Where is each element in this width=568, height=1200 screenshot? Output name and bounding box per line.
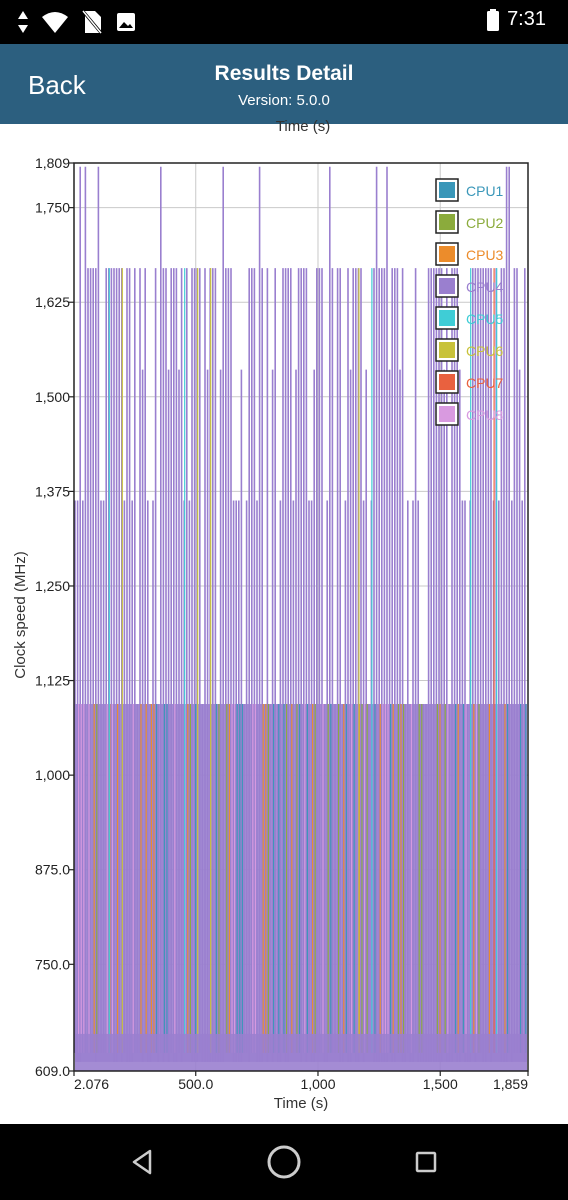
nav-recents-button[interactable] xyxy=(408,1144,444,1180)
nav-home-button[interactable] xyxy=(266,1144,302,1180)
app-bar: Back Results Detail Version: 5.0.0 xyxy=(0,44,568,124)
y-tick-label: 1,000 xyxy=(35,767,70,783)
battery-icon xyxy=(487,8,500,31)
legend-swatch xyxy=(439,342,455,358)
previous-chart-x-axis-title: Time (s) xyxy=(275,118,331,135)
legend-swatch xyxy=(439,310,455,326)
y-tick-label: 1,750 xyxy=(35,200,70,216)
cpu4-low-band xyxy=(75,1033,527,1062)
status-icons-right: 7:31 xyxy=(487,8,546,31)
y-axis-title: Clock speed (MHz) xyxy=(12,551,29,679)
y-tick-label: 1,809 xyxy=(35,155,70,171)
status-icons-left xyxy=(18,10,136,34)
legend: CPU1 CPU2 CPU3 CPU4 CPU5 CPU6 CPU7 CPU8 xyxy=(435,178,504,426)
legend-label: CPU7 xyxy=(466,375,504,391)
y-tick-label: 1,250 xyxy=(35,578,70,594)
navigation-bar xyxy=(0,1124,568,1200)
y-tick-label: 609.0 xyxy=(35,1063,70,1079)
x-tick-label: 2.076 xyxy=(74,1076,109,1092)
status-bar: 7:31 xyxy=(0,0,568,44)
y-tick-label: 750.0 xyxy=(35,956,70,972)
page-title: Results Detail xyxy=(214,62,354,85)
legend-swatch xyxy=(439,182,455,198)
y-tick-label: 1,125 xyxy=(35,673,70,689)
x-tick-label: 1,500 xyxy=(423,1076,458,1092)
x-axis-ticks: 2.076 500.0 1,000 1,500 1,859 xyxy=(73,1071,529,1092)
status-time: 7:31 xyxy=(507,8,546,30)
legend-label: CPU2 xyxy=(466,215,504,231)
data-arrows-icon xyxy=(18,11,28,33)
no-sim-icon xyxy=(82,10,102,34)
legend-label: CPU3 xyxy=(466,247,504,263)
clock-speed-chart: 609.0 750.0 875.0 1,000 1,125 1,250 1,375 1,500… xyxy=(12,155,529,1112)
x-tick-label: 500.0 xyxy=(178,1076,213,1092)
y-axis-ticks: 609.0 750.0 875.0 1,000 1,125 1,250 1,375 1,500… xyxy=(35,155,74,1079)
y-tick-label: 1,625 xyxy=(35,294,70,310)
x-tick-label: 1,859 xyxy=(493,1076,528,1092)
data-traces xyxy=(74,166,527,1071)
version-label: Version: 5.0.0 xyxy=(238,92,330,109)
back-button[interactable]: Back xyxy=(28,70,86,100)
plot-border xyxy=(73,162,529,1072)
x-axis-title: Time (s) xyxy=(274,1095,328,1112)
recents-square-icon xyxy=(415,1151,437,1173)
legend-label: CPU4 xyxy=(466,279,504,295)
legend-label: CPU1 xyxy=(466,183,504,199)
legend-swatch xyxy=(439,406,455,422)
x-tick-label: 1,000 xyxy=(300,1076,335,1092)
y-tick-label: 875.0 xyxy=(35,862,70,878)
legend-swatch xyxy=(439,278,455,294)
legend-label: CPU5 xyxy=(466,311,504,327)
legend-swatch xyxy=(439,246,455,262)
legend-swatch xyxy=(439,374,455,390)
legend-swatch xyxy=(439,214,455,230)
image-notification-icon xyxy=(117,13,135,31)
legend-label: CPU8 xyxy=(466,407,504,423)
wifi-icon xyxy=(42,12,68,33)
home-circle-icon xyxy=(267,1145,301,1179)
nav-back-button[interactable] xyxy=(124,1144,160,1180)
legend-label: CPU6 xyxy=(466,343,504,359)
y-tick-label: 1,500 xyxy=(35,389,70,405)
y-tick-label: 1,375 xyxy=(35,483,70,499)
back-triangle-icon xyxy=(132,1149,152,1175)
